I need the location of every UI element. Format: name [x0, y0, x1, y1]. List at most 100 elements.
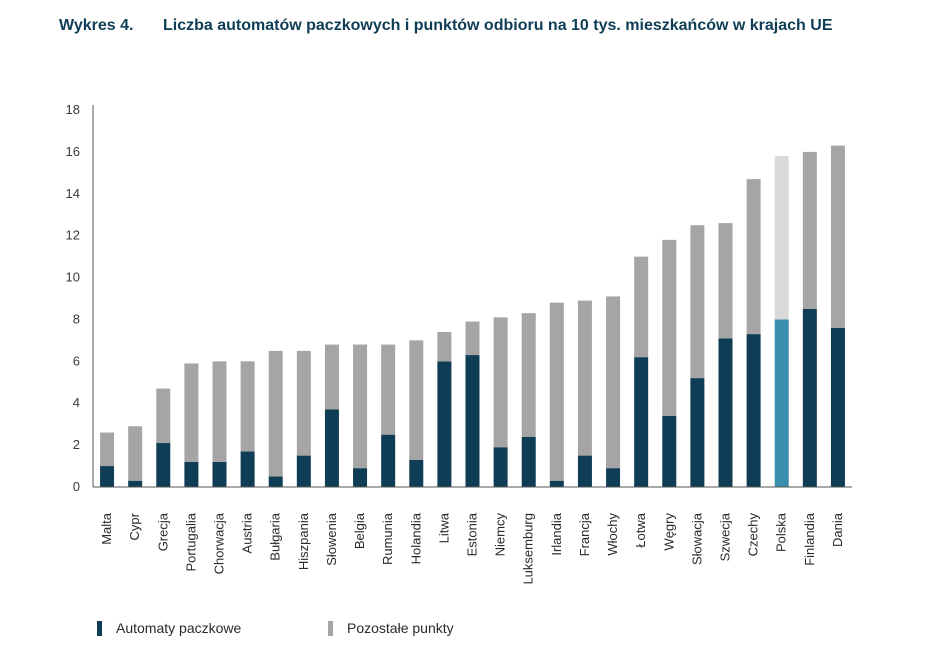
chart-title: Wykres 4. Liczba automatów paczkowych i …: [59, 11, 919, 41]
bar-pozostale-3: [184, 363, 199, 462]
y-tick-label: 8: [73, 311, 80, 326]
bar-automaty-3: [184, 461, 199, 487]
bar-pozostale-8: [324, 344, 339, 410]
bar-automaty-17: [577, 455, 592, 487]
y-tick-label: 4: [73, 395, 80, 410]
x-tick-label: Czechy: [746, 513, 761, 557]
x-tick-label: Chorwacja: [212, 512, 227, 574]
bar-automaty-8: [324, 409, 339, 487]
x-tick-label: Łotwa: [633, 512, 648, 547]
bar-automaty-23: [746, 334, 761, 487]
x-tick-label: Malta: [99, 512, 114, 545]
bar-automaty-16: [549, 480, 564, 487]
bar-pozostale-9: [353, 344, 368, 469]
y-tick-label: 18: [66, 102, 80, 117]
x-tick-label: Dania: [830, 512, 845, 547]
bar-pozostale-5: [240, 361, 255, 452]
legend-label-pozostale: Pozostałe punkty: [347, 620, 454, 636]
bar-automaty-25: [802, 308, 817, 487]
y-tick-label: 14: [66, 186, 80, 201]
bar-automaty-4: [212, 461, 227, 487]
bar-automaty-13: [465, 355, 480, 487]
x-tick-label: Estonia: [465, 512, 480, 556]
x-tick-label: Portugalia: [183, 512, 198, 571]
x-tick-label: Bułgaria: [268, 512, 283, 560]
bar-pozostale-15: [521, 313, 536, 437]
legend-swatch-automaty: [97, 620, 102, 636]
x-tick-label: Irlandia: [549, 512, 564, 555]
bar-pozostale-0: [100, 432, 115, 467]
legend-label-automaty: Automaty paczkowe: [116, 620, 242, 636]
bar-pozostale-12: [437, 332, 452, 362]
x-tick-label: Litwa: [436, 512, 451, 543]
bar-pozostale-19: [634, 256, 649, 358]
x-tick-label: Węgry: [661, 513, 676, 551]
bar-automaty-24: [774, 319, 789, 487]
bar-pozostale-11: [409, 340, 424, 460]
y-tick-label: 10: [66, 270, 80, 285]
bar-pozostale-4: [212, 361, 227, 462]
y-tick-label: 0: [73, 479, 80, 494]
bar-pozostale-24: [774, 156, 789, 320]
y-tick-label: 2: [73, 437, 80, 452]
chart-title-text: Liczba automatów paczkowych i punktów od…: [163, 17, 833, 34]
bar-pozostale-7: [296, 350, 311, 456]
bar-automaty-14: [493, 447, 508, 487]
bar-automaty-1: [128, 480, 143, 487]
x-tick-label: Luksemburg: [521, 513, 536, 585]
legend-swatch-pozostale: [328, 620, 333, 636]
x-tick-label: Hiszpania: [296, 512, 311, 570]
x-tick-label: Holandia: [408, 512, 423, 564]
bar-pozostale-21: [690, 225, 705, 379]
bar-automaty-26: [830, 327, 845, 487]
bar-automaty-0: [100, 466, 115, 487]
bar-automaty-21: [690, 378, 705, 487]
y-tick-label: 6: [73, 353, 80, 368]
x-tick-label: Niemcy: [493, 513, 508, 557]
x-tick-label: Włochy: [605, 513, 620, 556]
bar-pozostale-23: [746, 179, 761, 335]
bar-pozostale-25: [802, 151, 817, 309]
bar-automaty-19: [634, 357, 649, 487]
x-tick-label: Francja: [577, 512, 592, 556]
bar-automaty-7: [296, 455, 311, 487]
bar-automaty-9: [353, 468, 368, 487]
bar-pozostale-16: [549, 302, 564, 481]
bar-pozostale-17: [577, 300, 592, 456]
bar-automaty-12: [437, 361, 452, 487]
x-tick-label: Belgia: [352, 512, 367, 549]
chart-number: Wykres 4.: [59, 17, 134, 34]
x-tick-label: Słowenia: [324, 512, 339, 566]
bar-automaty-10: [381, 434, 396, 487]
y-tick-label: 16: [66, 144, 80, 159]
bar-pozostale-2: [156, 388, 171, 444]
x-tick-label: Rumunia: [380, 512, 395, 565]
bar-automaty-6: [268, 476, 283, 487]
bar-pozostale-6: [268, 350, 283, 477]
bar-pozostale-1: [128, 426, 143, 481]
y-tick-label: 12: [66, 228, 80, 243]
bar-pozostale-26: [830, 145, 845, 328]
x-tick-label: Finlandia: [802, 512, 817, 566]
legend-item-automaty: Automaty paczkowe: [97, 620, 241, 636]
bar-pozostale-22: [718, 223, 733, 339]
stacked-bar-chart: 0 2 4 6 8 10 12 14 16 18 Malta Cypr Grecja Portugalia…: [66, 102, 852, 585]
bar-automaty-22: [718, 338, 733, 487]
x-tick-label: Cypr: [127, 512, 142, 540]
bar-automaty-11: [409, 459, 424, 487]
x-tick-label: Austria: [240, 512, 255, 553]
bar-pozostale-20: [662, 239, 677, 416]
bar-automaty-5: [240, 451, 255, 487]
bar-automaty-20: [662, 415, 677, 487]
x-tick-label: Szwecja: [718, 512, 733, 561]
x-tick-label: Polska: [774, 512, 789, 552]
bar-pozostale-14: [493, 317, 508, 448]
bar-pozostale-10: [381, 344, 396, 435]
bar-automaty-2: [156, 443, 171, 487]
x-tick-label: Słowacja: [689, 512, 704, 565]
bar-pozostale-18: [606, 296, 621, 469]
legend-item-pozostale: Pozostałe punkty: [328, 620, 454, 636]
x-tick-label: Grecja: [155, 512, 170, 551]
bar-pozostale-13: [465, 321, 480, 356]
bar-automaty-15: [521, 436, 536, 487]
